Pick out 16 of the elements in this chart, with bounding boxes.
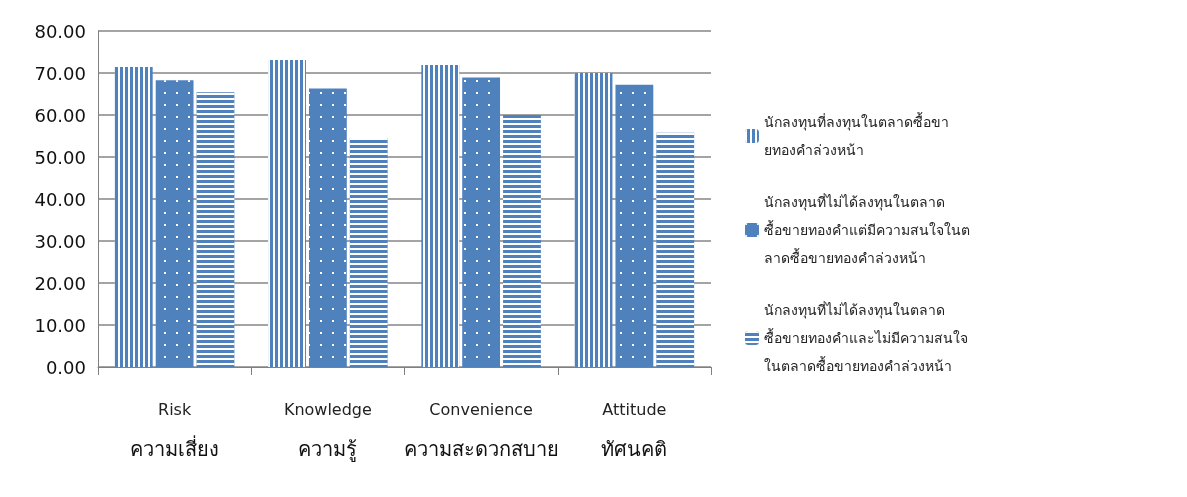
y-tick-label: 50.00	[34, 146, 86, 168]
y-tick-label: 70.00	[34, 62, 86, 84]
y-tick-label: 0.00	[45, 356, 86, 378]
legend-label: นักลงทุนที่ลงทุนในตลาดซื้อขายทองคำล่วงหน้า	[764, 112, 949, 158]
x-tick-label: Risk ความเสี่ยง	[130, 399, 220, 461]
legend-label: นักลงทุนที่ไม่ได้ลงทุนในตลาดซื้อขายทองคำแต่มีความสนใจในตลาดซื้อขายทองคำล่วงหน้า	[764, 193, 970, 266]
y-tick-label: 10.00	[34, 314, 86, 336]
y-tick-label: 20.00	[34, 272, 86, 294]
x-tick-label: Attitude ทัศนคติ	[601, 399, 668, 461]
y-tick-label: 40.00	[34, 188, 86, 210]
x-tick-label: Convenience ความสะดวกสบาย	[403, 399, 559, 461]
x-tick-label: Knowledge ความรู้	[283, 399, 372, 462]
y-tick-label: 60.00	[34, 104, 86, 126]
y-tick-label: 30.00	[34, 230, 86, 252]
legend-label: นักลงทุนที่ไม่ได้ลงทุนในตลาดซื้อขายทองคำและไม่มีความสนใจในตลาดซื้อขายทองคำล่วงหน้า	[764, 301, 968, 374]
y-tick-label: 80.00	[34, 20, 86, 42]
